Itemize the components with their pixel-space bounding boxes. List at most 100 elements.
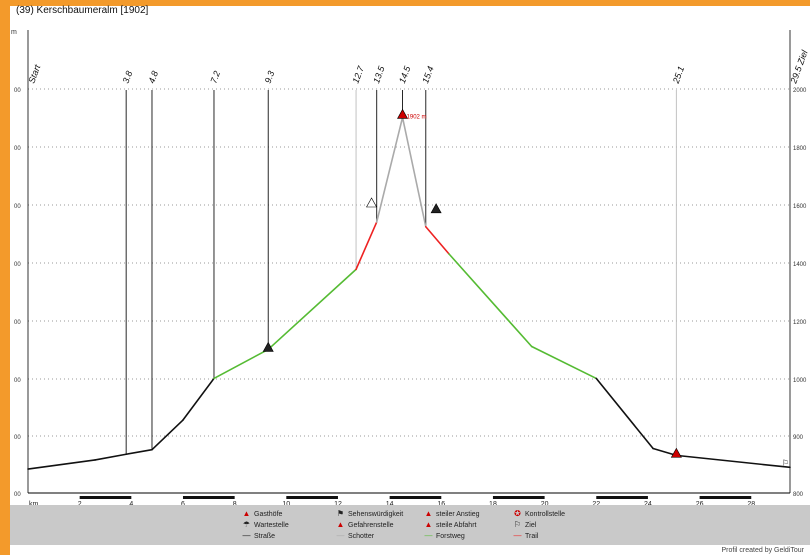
profile-segment (94, 453, 127, 461)
scale-bar-segment (492, 496, 545, 499)
waypoint-label: 12.7 (351, 64, 367, 85)
legend-item: — Trail (513, 531, 539, 540)
legend-icon: ▲ (424, 509, 433, 518)
y-tick-label-right: 800 (793, 492, 804, 498)
legend-label: Gasthöfe (254, 511, 283, 518)
legend-icon: ⚐ (513, 520, 522, 529)
legend-icon: — (424, 531, 433, 540)
legend-icon: — (513, 531, 522, 540)
profile-segment (675, 454, 791, 469)
credit-text: Profil created by GeldiTour (721, 547, 804, 554)
y-tick-label-right: 2000 (793, 88, 807, 94)
profile-segment (652, 447, 678, 457)
legend-icon: ✪ (514, 509, 521, 518)
profile-segment (355, 221, 378, 271)
legend-label: Kontrollstelle (525, 511, 566, 518)
profile-segment (448, 253, 533, 348)
profile-segment (401, 116, 427, 228)
steep-descent-icon (430, 203, 442, 214)
scale-bar-segment (389, 496, 442, 499)
legend-item: ⚑ Sehenswürdigkeit (336, 509, 403, 518)
danger-warning-icon (366, 197, 378, 208)
y-tick-label-left: 00 (14, 146, 21, 152)
waypoint-label: 25.1 (670, 65, 686, 86)
waypoint-label: 7.2 (208, 70, 222, 85)
legend-item: ▲ steiler Anstieg (424, 509, 480, 518)
profile-segment (27, 459, 96, 470)
y-tick-label-left: 00 (14, 320, 21, 326)
x-tick-label: 24 (644, 501, 652, 505)
scale-bar-segment (286, 496, 338, 499)
chart-title: (39) Kerschbaumeralm [1902] (16, 5, 149, 16)
scale-bar-segment (596, 496, 648, 499)
y-tick-label-left: 00 (14, 492, 21, 498)
scale-bar-segment (79, 496, 132, 499)
sight-icon (262, 341, 274, 352)
y-tick-label-left: 00 (14, 435, 21, 441)
legend-label: Straße (254, 533, 276, 540)
legend-label: Schotter (348, 533, 375, 540)
x-tick-label: 4 (129, 501, 133, 505)
legend-item: ⚐ Ziel (513, 520, 536, 529)
legend-label: Gefahrenstelle (348, 522, 394, 529)
y-tick-label-right: 1400 (793, 262, 807, 268)
x-tick-label: 18 (489, 501, 497, 505)
legend-icon: ▲ (424, 520, 433, 529)
profile-segment (595, 377, 654, 450)
profile-segment (182, 377, 215, 421)
legend-label: Ziel (525, 522, 537, 529)
x-tick-label: 26 (696, 501, 704, 505)
orange-frame-top (0, 0, 810, 6)
waypoint-label: 13.5 (371, 64, 387, 85)
legend-label: steile Abfahrt (436, 522, 477, 529)
legend-item: ✪ Kontrollstelle (513, 509, 565, 518)
legend-icon: — (242, 531, 251, 540)
x-tick-label: 22 (592, 501, 600, 505)
legend-item: ▲ steile Abfahrt (424, 520, 477, 529)
x-tick-label: 14 (386, 501, 394, 505)
waypoint-label: 15.4 (420, 65, 435, 85)
scale-bar-segment (182, 496, 235, 499)
summit-elevation-label: 1902 m (407, 114, 427, 120)
legend-label: Sehenswürdigkeit (348, 511, 404, 518)
x-tick-label: 2 (78, 501, 82, 505)
finish-flag-icon: ⚐ (782, 459, 789, 468)
y-tick-label-right: 900 (793, 435, 804, 441)
legend-item: ☂ Wartestelle (242, 520, 289, 529)
legend-item: — Schotter (336, 531, 375, 540)
y-tick-label-right: 1200 (793, 320, 807, 326)
summit-hut-icon (397, 108, 409, 119)
legend-icon: — (336, 531, 345, 540)
legend-label: Wartestelle (254, 522, 289, 529)
elevation-profile-chart: 00 2000 00 18 00 00 1600 00 1400 00 1200 00 1000 00 90… (14, 30, 810, 505)
waypoint-label: Start (26, 63, 42, 85)
x-tick-label: 12 (334, 501, 342, 505)
y-tick-label-left: 00 (14, 378, 21, 384)
waypoint-label: 4.8 (146, 70, 160, 85)
profile-segment (424, 225, 450, 255)
y-tick-label-left: 00 (14, 88, 21, 94)
legend-label: steiler Anstieg (436, 511, 480, 518)
profile-segment (375, 116, 404, 223)
y-tick-label-right: 1600 (793, 204, 807, 210)
x-tick-label: 16 (437, 501, 445, 505)
waypoint-label: 14.5 (397, 64, 413, 85)
profile-segment (125, 448, 153, 456)
x-axis-label: km (29, 501, 39, 505)
y-tick-label-right: 1000 (793, 378, 807, 384)
waypoint-label: 3.8 (121, 70, 135, 85)
x-tick-label: 8 (233, 501, 237, 505)
legend-item: — Forstweg (424, 531, 465, 540)
y-tick-label-left: 00 (14, 204, 21, 210)
profile-segment (151, 419, 184, 451)
gasthof-icon (670, 447, 682, 458)
scale-bar-segment (699, 496, 752, 499)
x-tick-label: 10 (282, 501, 290, 505)
waypoint-label: 29.5 Ziel (788, 48, 810, 86)
profile-segment (213, 348, 270, 380)
legend-icon: ☂ (242, 520, 251, 529)
profile-segment (267, 268, 357, 351)
y-axis-unit: m (11, 29, 17, 36)
y-tick-label-left: 00 (14, 262, 21, 268)
orange-frame-left (0, 0, 10, 555)
